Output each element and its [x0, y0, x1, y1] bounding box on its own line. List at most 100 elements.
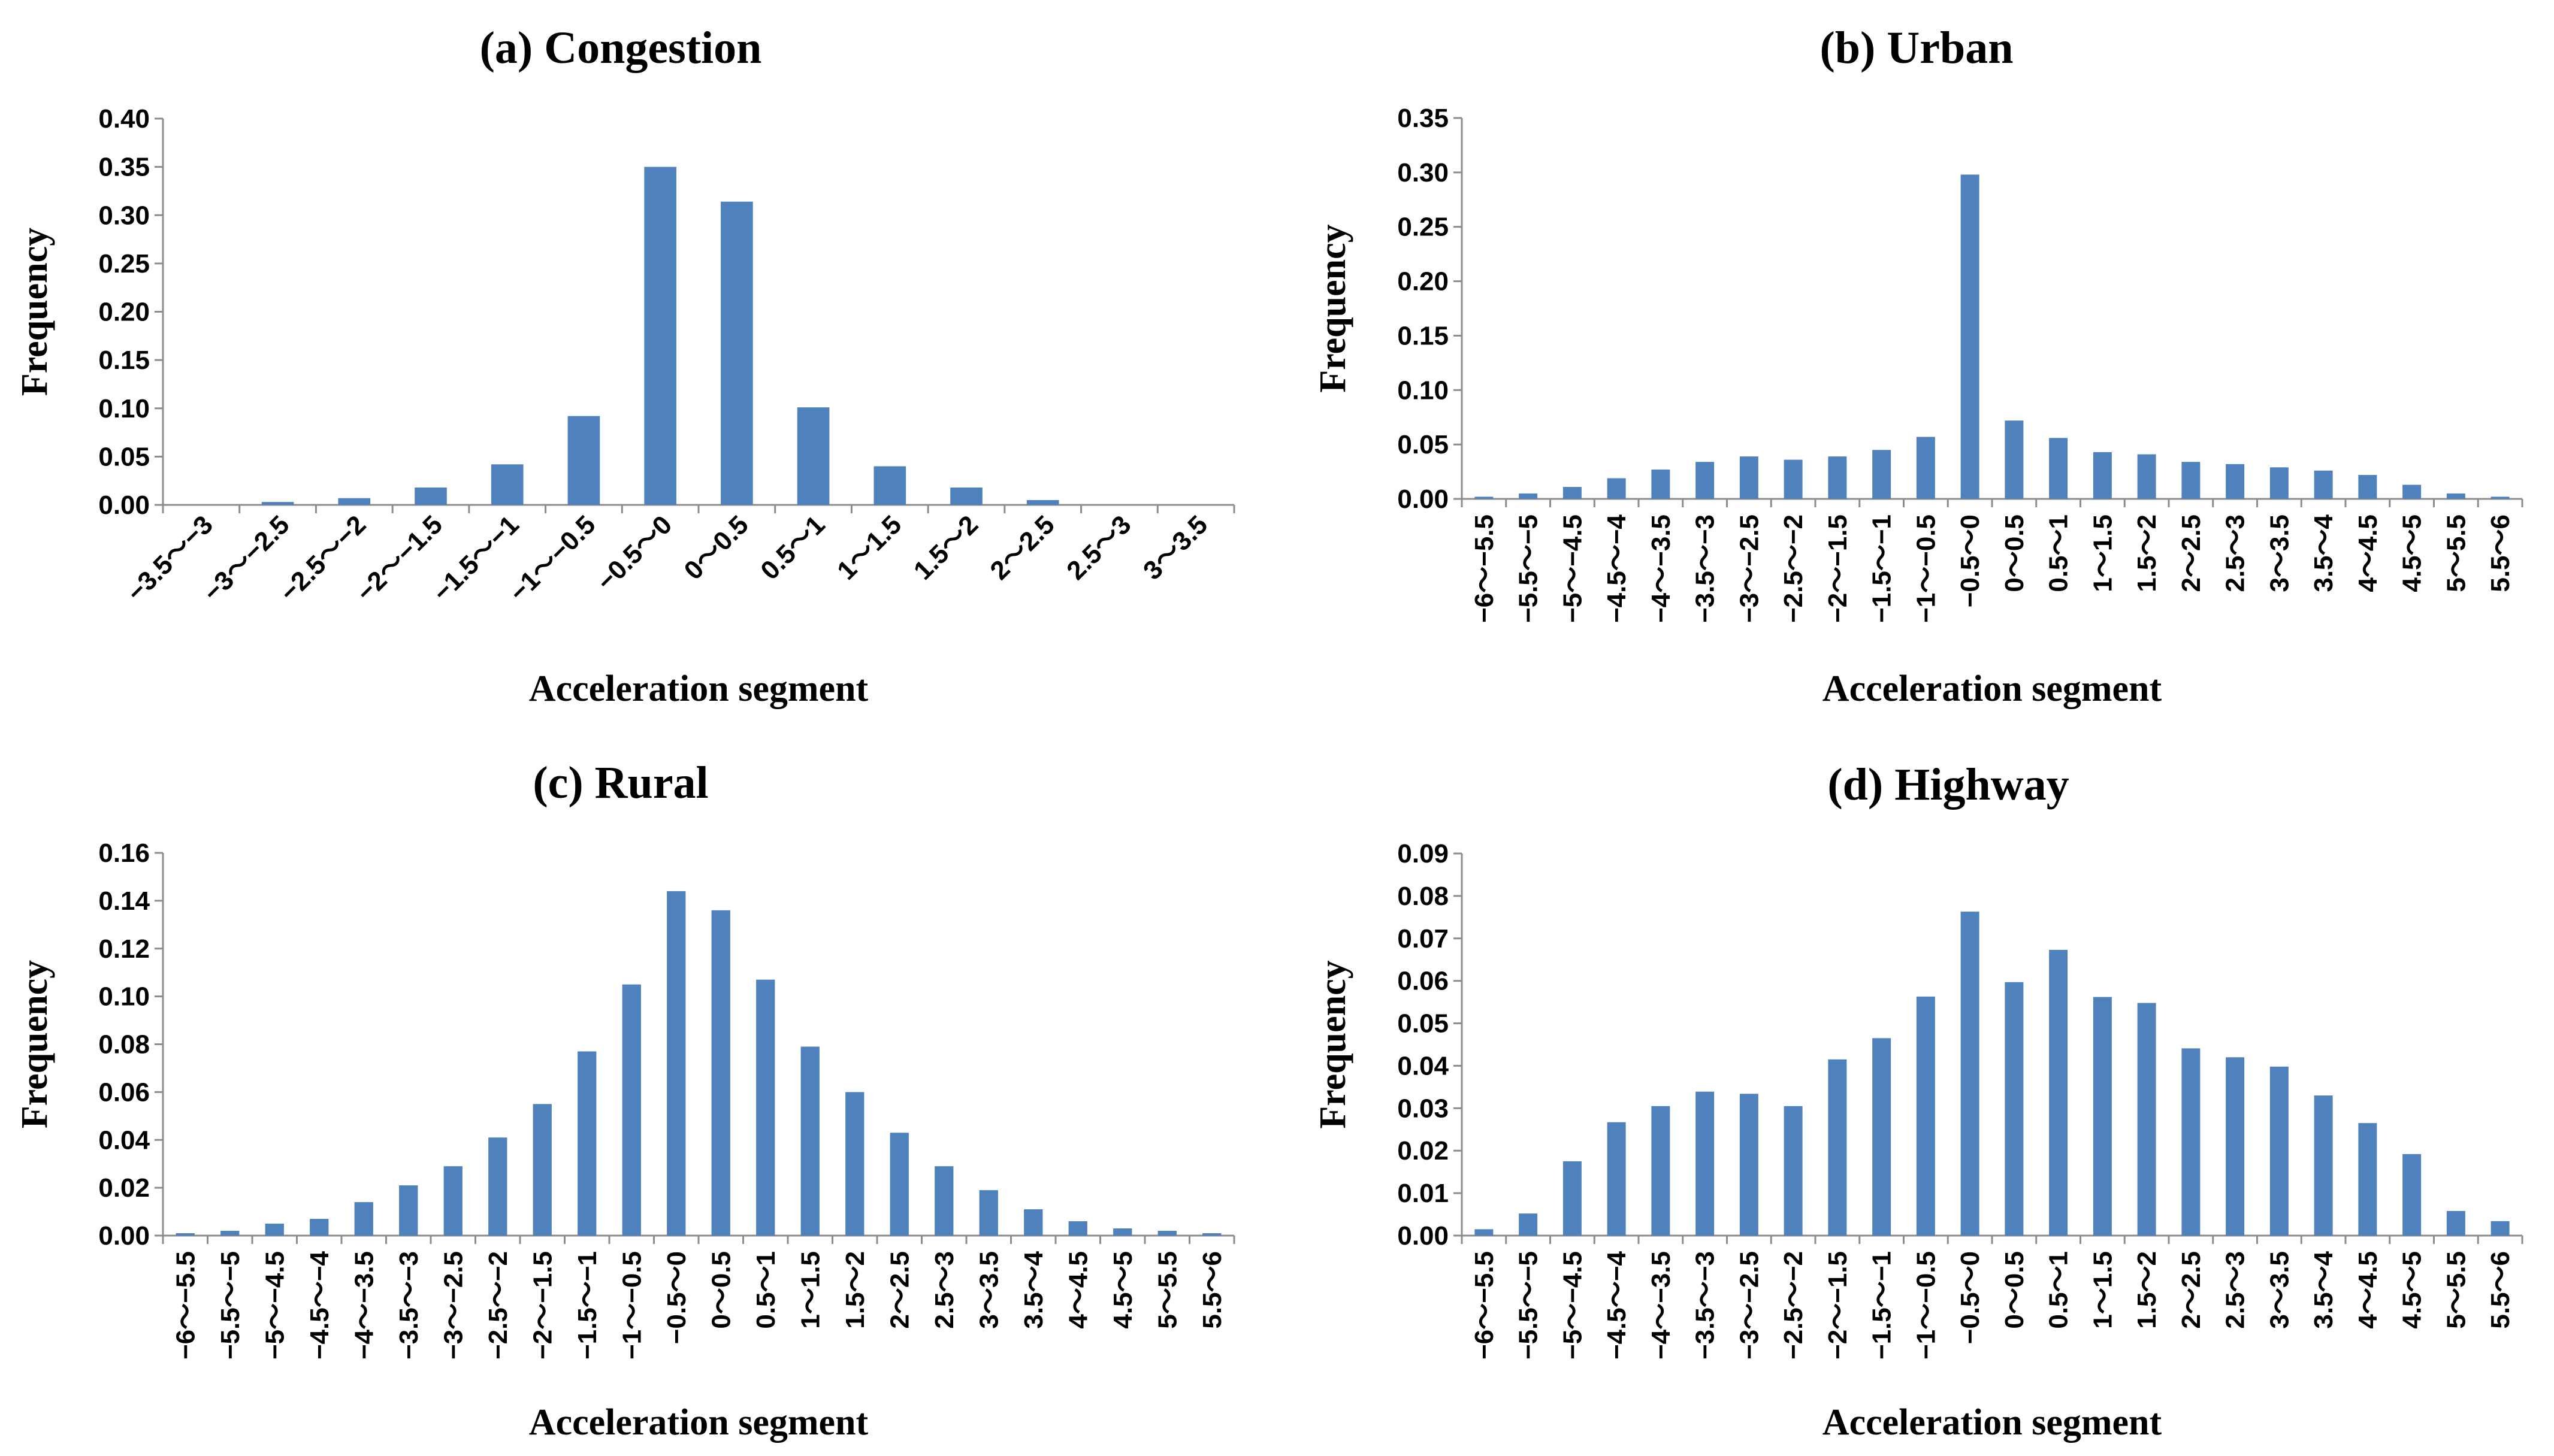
bar — [800, 1046, 820, 1236]
chart-title: (a) Congestion — [480, 23, 762, 73]
y-tick-label: 0.25 — [98, 249, 150, 279]
x-tick-label: 0.5～1 — [2044, 1251, 2074, 1329]
y-axis-title: Frequency — [14, 228, 55, 396]
x-tick-label: 1.5～2 — [2132, 1251, 2162, 1329]
x-tick-label: 0～0.5 — [2000, 514, 2029, 592]
x-tick-label: −1～−0.5 — [617, 1251, 646, 1360]
x-tick-label: 5.5～6 — [1198, 1251, 1227, 1329]
y-tick-label: 0.08 — [1397, 882, 1449, 911]
bar — [1651, 469, 1670, 499]
y-tick-label: 0.00 — [1397, 1221, 1449, 1251]
bar — [935, 1166, 954, 1236]
bar — [721, 201, 753, 505]
y-axis-title: Frequency — [14, 960, 55, 1128]
bar — [567, 416, 600, 505]
bar — [2446, 493, 2465, 499]
bar — [2490, 497, 2510, 499]
x-tick-label: −0.5～0 — [591, 510, 678, 596]
x-tick-label: −3～−2.5 — [1734, 514, 1764, 623]
x-tick-label: −1～−0.5 — [1911, 514, 1941, 623]
bar — [1474, 1229, 1494, 1236]
x-tick-label: 4.5～5 — [2398, 514, 2427, 592]
bar — [491, 464, 524, 505]
y-tick-label: 0.04 — [98, 1125, 150, 1155]
x-tick-label: 2～2.5 — [885, 1251, 914, 1329]
x-tick-label: −2～−1.5 — [1823, 514, 1852, 623]
x-tick-label: −4～−3.5 — [1646, 514, 1676, 623]
bar — [1607, 1122, 1626, 1236]
chart-panel-4: (d) Highway 0.00 0.01 0.02 0.03 0.04 0.05 0.06 0… — [1313, 759, 2523, 1443]
bar — [1828, 456, 1847, 499]
x-tick-label: 1～1.5 — [796, 1251, 825, 1329]
y-tick-label: 0.01 — [1397, 1179, 1449, 1208]
y-tick-label: 0.30 — [1397, 158, 1449, 187]
bar — [265, 1224, 284, 1236]
x-tick-label: 2.5～3 — [930, 1251, 959, 1329]
x-tick-label: −1.5～−1 — [573, 1251, 602, 1360]
x-tick-label: 0～0.5 — [679, 510, 754, 585]
x-tick-label: 1～1.5 — [832, 510, 907, 585]
bar — [622, 984, 641, 1236]
y-tick-label: 0.30 — [98, 201, 150, 230]
y-tick-label: 0.04 — [1397, 1051, 1449, 1080]
bar — [2049, 949, 2068, 1236]
x-tick-label: 3～3.5 — [2265, 514, 2294, 592]
bar — [2358, 475, 2377, 499]
x-tick-label: 4～4.5 — [2353, 514, 2383, 592]
y-tick-label: 0.15 — [98, 346, 150, 375]
bar — [1695, 1091, 1715, 1236]
x-tick-label: −1～−0.5 — [1911, 1251, 1941, 1360]
bar — [2269, 1066, 2289, 1236]
bar — [1695, 462, 1715, 499]
bar — [2490, 1221, 2510, 1236]
bar — [2446, 1210, 2465, 1236]
chart-title: (d) Highway — [1827, 759, 2069, 810]
chart-panel-1: (a) Congestion 0.00 0.05 0.10 0.15 0.20 0.25 0.… — [14, 23, 1235, 709]
bar — [261, 502, 294, 505]
x-tick-label: −3.5～−3 — [394, 1251, 424, 1360]
bar — [310, 1219, 329, 1236]
x-tick-label: −2.5～−2 — [483, 1251, 513, 1360]
x-tick-label: 2.5～3 — [1061, 510, 1137, 585]
x-tick-label: 2～2.5 — [2177, 514, 2206, 592]
bar — [1960, 912, 1979, 1236]
x-tick-label: −4.5～−4 — [1602, 1251, 1631, 1360]
bar — [443, 1166, 463, 1236]
y-tick-label: 0.05 — [1397, 1009, 1449, 1039]
bar — [1068, 1221, 1087, 1236]
y-tick-label: 0.10 — [1397, 376, 1449, 405]
chart-title: (c) Rural — [533, 758, 708, 808]
x-tick-label: 5～5.5 — [1153, 1251, 1182, 1329]
bar — [488, 1137, 507, 1236]
y-tick-label: 0.06 — [98, 1077, 150, 1107]
x-axis-title: Acceleration segment — [529, 1402, 869, 1443]
x-tick-label: 1.5～2 — [2132, 514, 2162, 592]
bar — [578, 1051, 597, 1236]
x-axis-title: Acceleration segment — [1822, 1402, 2162, 1443]
bar — [797, 407, 830, 505]
y-tick-label: 0.10 — [98, 982, 150, 1012]
x-tick-label: 1～1.5 — [2088, 1251, 2117, 1329]
bar — [1739, 1094, 1758, 1236]
y-axis-title: Frequency — [1313, 960, 1353, 1128]
x-tick-label: −0.5～0 — [1955, 514, 1985, 607]
bar — [890, 1133, 909, 1236]
y-tick-label: 0.00 — [98, 1221, 150, 1251]
bar — [415, 487, 447, 505]
y-tick-label: 0.35 — [1397, 104, 1449, 133]
x-tick-label: −2～−1.5 — [1823, 1251, 1852, 1360]
x-tick-label: 3～3.5 — [1138, 510, 1213, 585]
bar — [1784, 1106, 1803, 1236]
bar — [354, 1202, 373, 1236]
bar — [979, 1190, 998, 1236]
x-tick-label: 4～4.5 — [2353, 1251, 2383, 1329]
bar — [1202, 1233, 1222, 1236]
y-tick-label: 0.00 — [98, 491, 150, 520]
y-tick-label: 0.05 — [98, 442, 150, 471]
bar — [2181, 1048, 2201, 1236]
x-tick-label: −1.5～−1 — [1867, 514, 1897, 623]
bar — [2314, 470, 2333, 499]
bar — [2358, 1123, 2377, 1236]
bar — [1784, 459, 1803, 499]
